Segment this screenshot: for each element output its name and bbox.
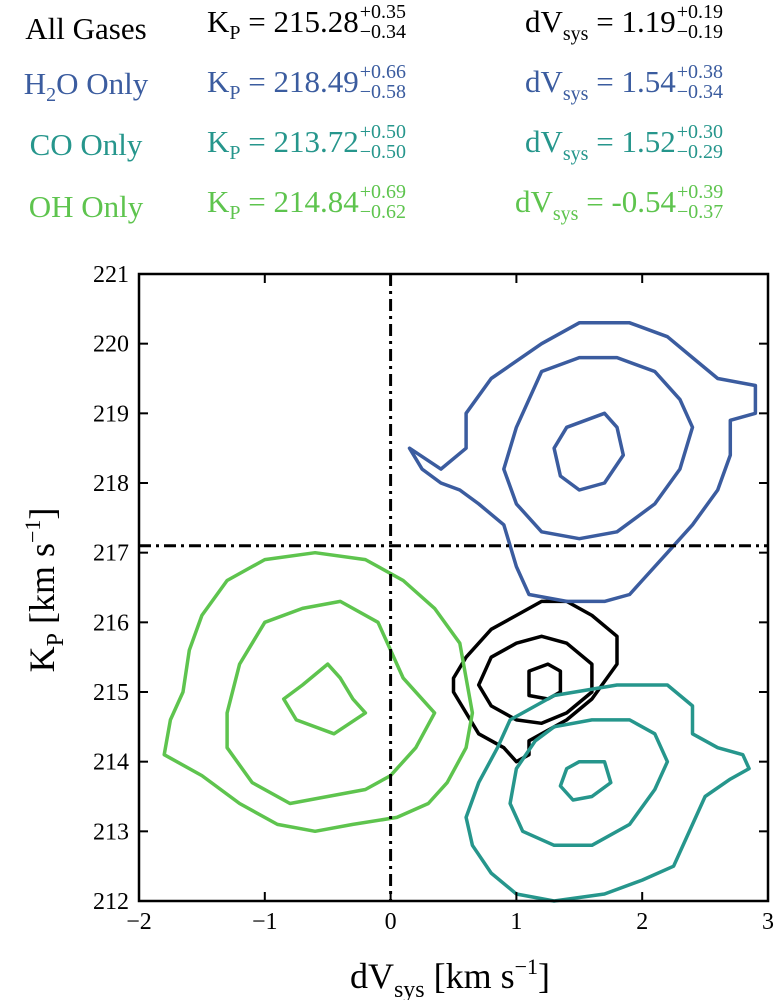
legend-dv-oh: dVsys = -0.54 +0.39 −0.37: [515, 180, 724, 225]
legend-dv-all-gases: dVsys = 1.19 +0.19 −0.19: [525, 0, 723, 45]
contour-oh-only-level-3: [281, 662, 368, 736]
contour-all-gases-level-2: [476, 634, 594, 726]
y-tick-label: 213: [93, 819, 129, 845]
contour-co-only-level-3: [558, 759, 613, 802]
contour-co-only-level-1: [464, 683, 751, 903]
y-tick-label: 212: [93, 889, 129, 915]
legend-dv-h2o: dVsys = 1.54 +0.38 −0.34: [525, 60, 723, 105]
x-axis-label: dVsys [km s−1]: [350, 954, 550, 1000]
y-tick-label: 217: [93, 541, 129, 567]
plot-frame: [137, 272, 770, 903]
x-tick-label: −1: [252, 909, 278, 935]
legend-kp-all-gases: KP = 215.28 +0.35 −0.34: [207, 0, 407, 44]
contour-oh-only-level-1: [162, 550, 475, 834]
legend-label-co: CO Only: [29, 127, 143, 162]
y-tick-label: 218: [93, 471, 129, 497]
contour-h-level-3: [552, 411, 626, 492]
legend-row-all-gases: All Gases KP = 215.28 +0.35 −0.34 dVsys = …: [0, 1, 775, 57]
contour-h-level-1: [407, 321, 758, 604]
legend-kp-h2o: KP = 218.49 +0.66 −0.58: [207, 60, 407, 104]
y-tick-label: 216: [93, 610, 129, 636]
legend-row-co: CO Only KP = 213.72 +0.50 −0.50 dVsys = 1.…: [0, 121, 775, 177]
x-tick-label: 2: [636, 909, 648, 935]
y-tick-label: 219: [93, 401, 129, 427]
axis-ticks: [138, 273, 769, 902]
contour-layer: [162, 321, 758, 903]
contour-h-level-2: [502, 355, 695, 541]
contour-co-only-level-2: [508, 718, 670, 848]
contour-oh-only-level-2: [225, 599, 437, 806]
y-tick-label: 214: [93, 750, 129, 776]
legend-label-all-gases: All Gases: [25, 11, 147, 46]
y-tick-label: 220: [93, 332, 129, 358]
y-axis-label: KP [km s−1]: [20, 508, 69, 673]
legend-label-h2o: H2O Only: [23, 66, 149, 106]
tick-labels: −2 −1 0 1 2 3 212 213 214 215 216 217 218 219 220 221: [93, 262, 774, 935]
legend-row-h2o: H2O Only KP = 218.49 +0.66 −0.58 dVsys = 1…: [0, 61, 775, 117]
x-tick-label: 1: [510, 909, 522, 935]
legend-row-oh: OH Only KP = 214.84 +0.69 −0.62 dVsys = -0…: [0, 181, 775, 237]
legend-label-oh: OH Only: [28, 189, 144, 224]
y-tick-label: 221: [93, 262, 129, 288]
x-tick-label: 3: [762, 909, 774, 935]
y-tick-label: 215: [93, 680, 129, 706]
x-tick-label: 0: [385, 909, 397, 935]
legend-kp-co: KP = 213.72 +0.50 −0.50: [207, 120, 407, 164]
legend-dv-co: dVsys = 1.52 +0.30 −0.29: [525, 120, 723, 165]
reference-lines: [139, 274, 768, 901]
x-tick-label: −2: [126, 909, 152, 935]
legend-kp-oh: KP = 214.84 +0.69 −0.62: [207, 180, 407, 224]
